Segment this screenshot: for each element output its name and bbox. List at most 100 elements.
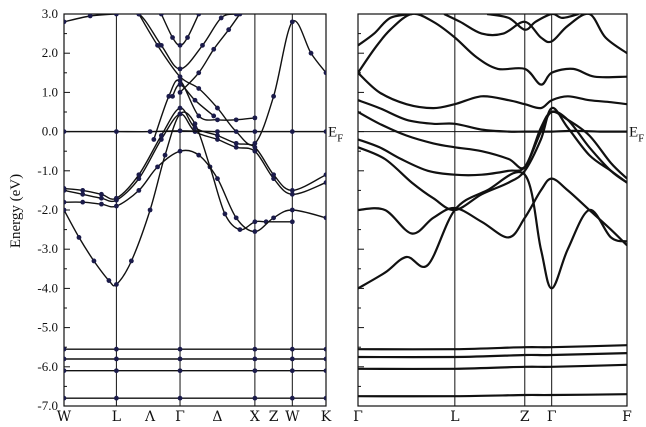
band-line [486, 14, 579, 31]
band-point [218, 15, 224, 21]
band-line [358, 110, 627, 180]
band-point [114, 282, 119, 287]
band-point [136, 14, 142, 17]
y-tick-label: -5.0 [37, 320, 58, 335]
band-point [99, 201, 104, 207]
band-point [64, 19, 67, 25]
y-tick-label: 3.0 [42, 6, 58, 21]
band-point [136, 172, 142, 178]
band-point [99, 195, 104, 201]
band-point [151, 137, 157, 142]
band-point [252, 129, 258, 135]
band-point [114, 356, 119, 362]
band-point [323, 346, 326, 352]
y-tick-label: 0.0 [42, 124, 58, 139]
band-point [177, 74, 183, 80]
band-point [215, 105, 220, 111]
band-line [358, 177, 627, 247]
band-point [196, 14, 202, 17]
band-line [171, 83, 215, 117]
fermi-level-label: EF [629, 125, 644, 145]
band-point [64, 207, 67, 213]
band-point [215, 133, 220, 138]
band-point [64, 129, 67, 134]
band-point [323, 395, 326, 401]
band-point [323, 129, 326, 134]
band-point [271, 176, 276, 182]
band-point [289, 19, 295, 25]
y-tick-label: -7.0 [37, 398, 58, 413]
band-point [114, 395, 119, 401]
kpoint-label: Z [269, 409, 279, 425]
band-line [358, 71, 627, 110]
band-point [323, 215, 326, 221]
band-point [64, 186, 67, 191]
y-tick-label: -3.0 [37, 241, 58, 256]
band-point [177, 346, 183, 352]
band-point [252, 229, 258, 234]
band-line [358, 110, 627, 184]
band-point [177, 42, 183, 48]
band-point [289, 188, 295, 193]
band-point [252, 395, 258, 401]
band-point [76, 235, 82, 240]
band-point [91, 258, 97, 264]
band-point [222, 211, 228, 217]
band-point [233, 14, 239, 17]
band-line [64, 14, 237, 70]
band-point [289, 356, 295, 362]
y-tick-label: -4.0 [37, 280, 58, 295]
band-line [64, 149, 326, 233]
band-point [87, 14, 93, 19]
y-tick-label: -1.0 [37, 163, 58, 178]
band-point [114, 195, 119, 201]
band-point [170, 93, 175, 99]
kpoint-label: Λ [144, 409, 156, 425]
band-point [233, 144, 239, 150]
band-point [323, 172, 326, 178]
band-point [64, 356, 67, 362]
band-point [177, 111, 183, 117]
band-line [358, 99, 627, 133]
band-point [64, 346, 67, 352]
band-line [358, 14, 627, 86]
band-line [358, 363, 627, 371]
band-point [226, 27, 232, 33]
band-point [196, 86, 202, 91]
band-point [166, 93, 172, 99]
band-point [196, 152, 202, 158]
band-line [358, 14, 413, 47]
band-point [147, 207, 153, 213]
plot-frame [63, 13, 327, 407]
band-point [211, 46, 217, 52]
kpoint-label: Γ [353, 409, 363, 425]
band-point [271, 215, 276, 221]
band-point [114, 346, 119, 352]
y-tick-label: -2.0 [37, 202, 58, 217]
band-line [443, 14, 627, 55]
band-point [114, 203, 119, 209]
band-point [114, 368, 119, 374]
band-point [177, 105, 183, 111]
band-point [252, 368, 258, 374]
fermi-level-label: EF [328, 125, 343, 145]
band-line [358, 106, 627, 212]
kpoint-label: Δ [212, 409, 222, 425]
kpoint-label: Γ [175, 409, 185, 425]
band-point [64, 395, 67, 401]
band-line [358, 393, 627, 398]
band-point [177, 78, 183, 84]
band-point [289, 368, 295, 374]
band-point [114, 14, 119, 17]
band-point [64, 368, 67, 374]
band-point [271, 93, 276, 99]
band-point [80, 191, 86, 197]
kpoint-label: L [450, 409, 459, 425]
band-point [158, 42, 164, 48]
kpoint-label: W [285, 409, 300, 425]
band-point [177, 66, 183, 72]
band-point [252, 140, 258, 146]
y-tick-label: 1.0 [42, 84, 58, 99]
band-point [233, 140, 239, 146]
band-point [252, 115, 258, 121]
